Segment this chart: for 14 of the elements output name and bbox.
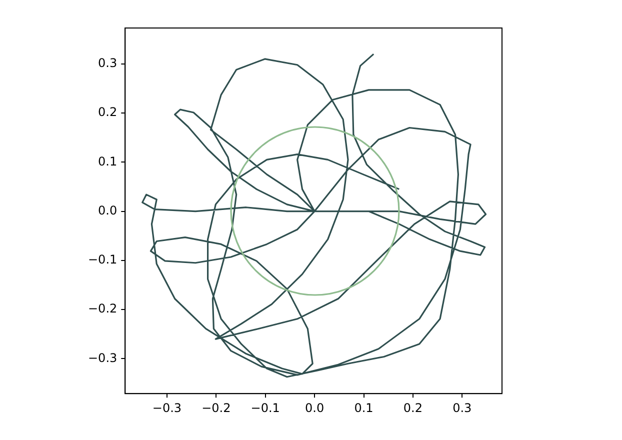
y-tick-label: −0.2 <box>88 302 118 316</box>
y-tick-label: 0.1 <box>98 154 118 168</box>
y-tick-label: 0.3 <box>98 56 118 70</box>
x-tick-label: −0.3 <box>152 400 182 415</box>
x-tick-label: 0.2 <box>403 400 422 415</box>
x-tick-label: 0.1 <box>354 400 374 415</box>
y-tick-label: −0.3 <box>88 350 118 365</box>
x-tick-label: 0.0 <box>305 400 324 415</box>
x-tick-label: −0.1 <box>250 400 280 415</box>
y-tick-label: −0.1 <box>88 252 118 267</box>
y-tick-label: 0.2 <box>98 105 118 120</box>
x-tick-label: 0.3 <box>452 400 472 415</box>
y-tick-label: 0.0 <box>98 203 118 218</box>
x-tick-label: −0.2 <box>202 400 231 415</box>
